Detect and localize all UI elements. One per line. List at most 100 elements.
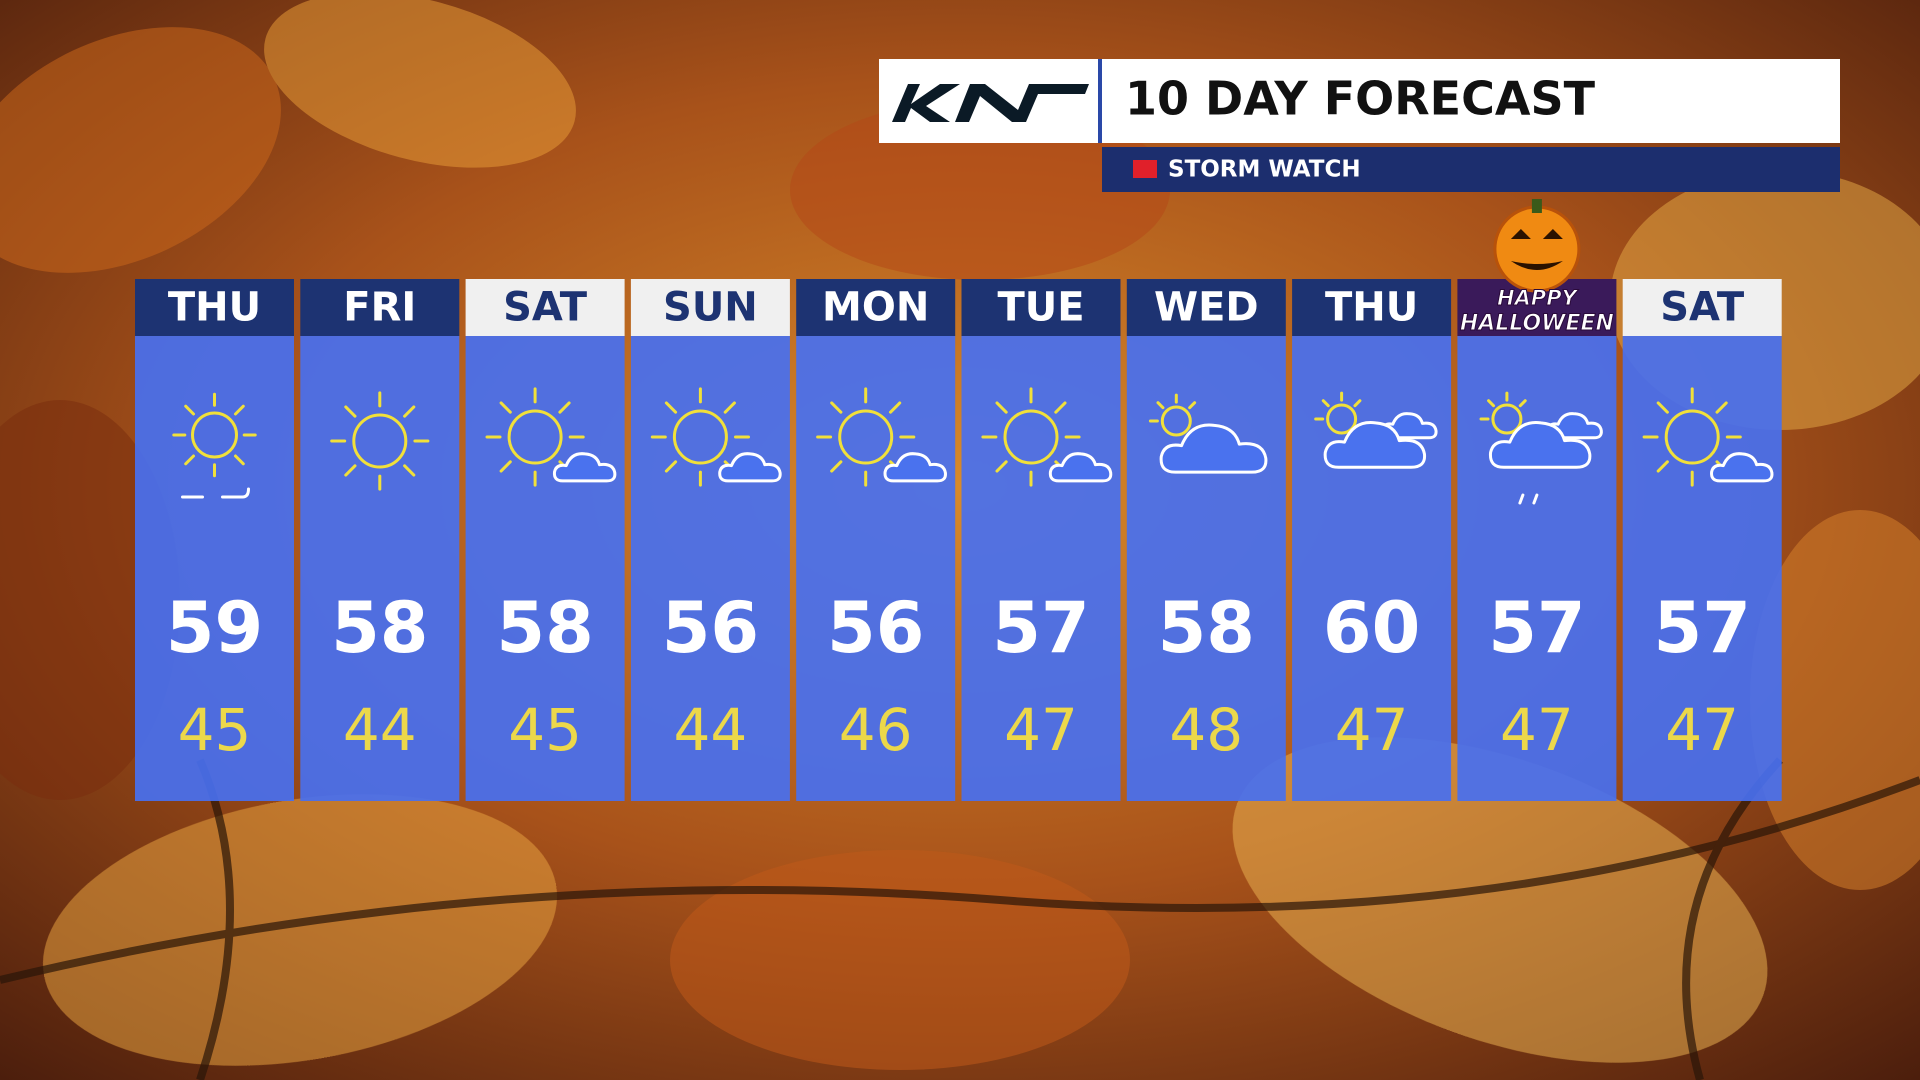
weather-icon	[981, 387, 1113, 487]
day-name: SUN	[663, 285, 758, 331]
sun-ray	[889, 401, 902, 414]
alert-text: STORM WATCH	[1168, 157, 1361, 183]
day-header	[135, 279, 294, 336]
sun	[838, 409, 894, 465]
cloud	[1159, 423, 1268, 474]
sun-ray	[723, 401, 736, 414]
day-name: WED	[1154, 285, 1259, 331]
alert-bar	[1102, 147, 1840, 192]
low-temp: 46	[839, 696, 913, 764]
day-name: THU	[168, 285, 261, 331]
high-temp: 58	[496, 587, 593, 669]
day-column: THU 59 45	[135, 279, 294, 801]
high-temp: 58	[331, 587, 428, 669]
day-column: THU 60 47	[1292, 279, 1452, 801]
sun-ray	[1656, 460, 1669, 473]
sun-ray	[1353, 399, 1362, 408]
weather-icon	[330, 391, 430, 491]
sun-ray	[499, 401, 512, 414]
sun	[352, 413, 408, 469]
day-panel	[1126, 336, 1286, 801]
weather-icon	[650, 387, 782, 487]
sun-ray	[499, 460, 512, 473]
day-name: SAT	[503, 285, 588, 331]
haze-line	[221, 487, 250, 499]
title-divider	[1098, 59, 1102, 143]
day-header	[961, 279, 1121, 336]
low-temp: 44	[673, 696, 747, 764]
weather-icon	[1314, 391, 1438, 469]
sun-ray	[1156, 401, 1165, 410]
day-header	[1292, 279, 1452, 336]
day-column: SAT 57 47	[1622, 279, 1782, 801]
day-header	[300, 279, 460, 336]
sponsor-logo	[892, 84, 1089, 122]
sun-ray	[234, 454, 245, 466]
day-column: MON 56 46	[796, 279, 956, 801]
weather-icon	[1148, 393, 1268, 474]
cloud	[1048, 452, 1113, 483]
sun-ray	[558, 401, 571, 414]
weather-icon	[485, 387, 617, 487]
day-header	[1622, 279, 1782, 336]
sun-ray	[1518, 399, 1527, 408]
high-temp: 57	[1488, 587, 1585, 669]
high-temp: 60	[1323, 587, 1420, 669]
day-column: SAT 58 45	[465, 279, 625, 801]
high-temp: 57	[992, 587, 1089, 669]
sun-ray	[344, 405, 357, 418]
cloud	[552, 452, 617, 483]
sun-ray	[1715, 401, 1728, 414]
sun-ray	[1054, 401, 1067, 414]
day-name: FRI	[343, 285, 416, 331]
sun-ray	[1321, 399, 1330, 408]
day-column: WED 58 48	[1126, 279, 1286, 801]
sun	[191, 411, 238, 459]
sun-ray	[1487, 399, 1496, 408]
weather-icon	[1642, 387, 1774, 487]
sun	[1664, 409, 1720, 465]
sun-ray	[830, 460, 843, 473]
sun-ray	[234, 404, 245, 416]
day-name: THU	[1325, 285, 1418, 331]
weather-icon	[1479, 391, 1603, 505]
day-header	[465, 279, 625, 336]
cloud	[883, 452, 947, 483]
pumpkin	[1493, 205, 1581, 293]
high-temp: 56	[662, 587, 759, 669]
rain-drop	[1518, 493, 1525, 505]
day-columns: THU 59 45 FRI 58 44 SAT 58 45 SUN 56 44 MON 56 46 TUE 57…	[135, 199, 1782, 801]
sun-ray	[995, 460, 1008, 473]
sun-ray	[1188, 401, 1197, 410]
day-header	[1126, 279, 1286, 336]
rain-drop	[1532, 493, 1539, 505]
day-name: MON	[822, 285, 929, 331]
low-temp: 48	[1169, 696, 1243, 764]
cloud	[1488, 421, 1592, 469]
sun-ray	[664, 460, 678, 473]
sun	[672, 409, 728, 465]
sun	[1326, 403, 1358, 435]
low-temp: 44	[343, 696, 417, 764]
low-temp: 47	[1335, 696, 1409, 764]
sun-ray	[403, 405, 416, 418]
sun	[1491, 403, 1523, 435]
low-temp: 47	[1004, 696, 1078, 764]
sun-ray	[995, 401, 1008, 414]
halloween-text: HALLOWEEN	[1460, 311, 1614, 336]
cloud	[1710, 452, 1774, 483]
sun-ray	[184, 454, 195, 466]
weather-icon	[816, 387, 947, 487]
day-panel	[1292, 336, 1452, 801]
sun-ray	[1656, 401, 1669, 414]
day-name: TUE	[997, 285, 1084, 331]
day-column: FRI 58 44	[300, 279, 460, 801]
cloud	[718, 452, 782, 483]
sun	[507, 409, 563, 465]
cloud	[1323, 421, 1427, 469]
sun	[1160, 405, 1192, 437]
low-temp: 45	[178, 696, 252, 764]
halloween-text: HAPPY	[1497, 286, 1579, 310]
weather-icon	[172, 392, 257, 499]
